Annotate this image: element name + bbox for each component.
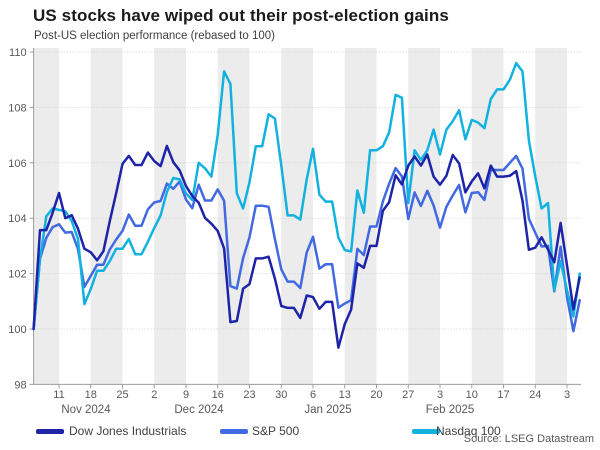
y-tick-label: 106 — [8, 158, 26, 170]
dow-jones-legend-label: Dow Jones Industrials — [69, 424, 187, 438]
x-tick-label: 17 — [497, 389, 509, 401]
sp500-legend-label: S&P 500 — [252, 424, 300, 438]
y-tick-label: 108 — [8, 102, 26, 114]
week-band — [408, 48, 440, 385]
x-tick-label: 11 — [53, 389, 64, 401]
source-attribution: Source: LSEG Datastream — [463, 433, 594, 445]
x-tick-label: 2 — [151, 389, 157, 401]
x-tick-label: 20 — [370, 389, 382, 401]
nasdaq-legend-label: Nasdaq 100 — [436, 424, 501, 438]
x-tick-label: 27 — [402, 389, 414, 401]
x-tick-label: 16 — [212, 389, 224, 401]
month-label: Feb 2025 — [426, 404, 475, 416]
week-band — [217, 48, 250, 385]
x-tick-label: 18 — [85, 389, 97, 401]
chart-title: US stocks have wiped out their post-elec… — [33, 6, 449, 25]
nasdaq-legend-swatch — [412, 429, 440, 434]
month-label: Nov 2024 — [61, 404, 111, 416]
x-tick-label: 13 — [339, 389, 351, 401]
nasdaq-100-line — [32, 61, 581, 331]
dow-jones-legend-swatch — [36, 429, 64, 434]
x-tick-label: 3 — [564, 389, 570, 401]
x-tick-label: 23 — [243, 389, 255, 401]
y-tick-label: 110 — [9, 47, 27, 59]
week-band — [471, 48, 504, 385]
x-tick-label: 10 — [466, 389, 478, 401]
y-tick-label: 104 — [8, 213, 26, 225]
week-band — [344, 48, 377, 385]
y-tick-label: 100 — [8, 324, 26, 336]
chart-subtitle: Post-US election performance (rebased to… — [34, 30, 275, 42]
y-tick-label: 102 — [8, 269, 26, 281]
week-band — [90, 48, 123, 385]
x-tick-label: 9 — [183, 389, 189, 401]
sp500-legend-swatch — [220, 429, 248, 434]
month-label: Dec 2024 — [174, 404, 224, 416]
week-band — [535, 48, 567, 385]
x-tick-label: 24 — [529, 389, 541, 401]
dow-jones-industrials-line — [32, 144, 581, 349]
x-tick-label: 25 — [116, 389, 128, 401]
month-label: Jan 2025 — [304, 404, 351, 416]
x-tick-label: 3 — [437, 389, 443, 401]
x-tick-label: 6 — [310, 389, 316, 401]
x-tick-label: 30 — [275, 389, 287, 401]
s-p-500-line — [32, 154, 581, 333]
y-tick-label: 98 — [14, 379, 26, 391]
